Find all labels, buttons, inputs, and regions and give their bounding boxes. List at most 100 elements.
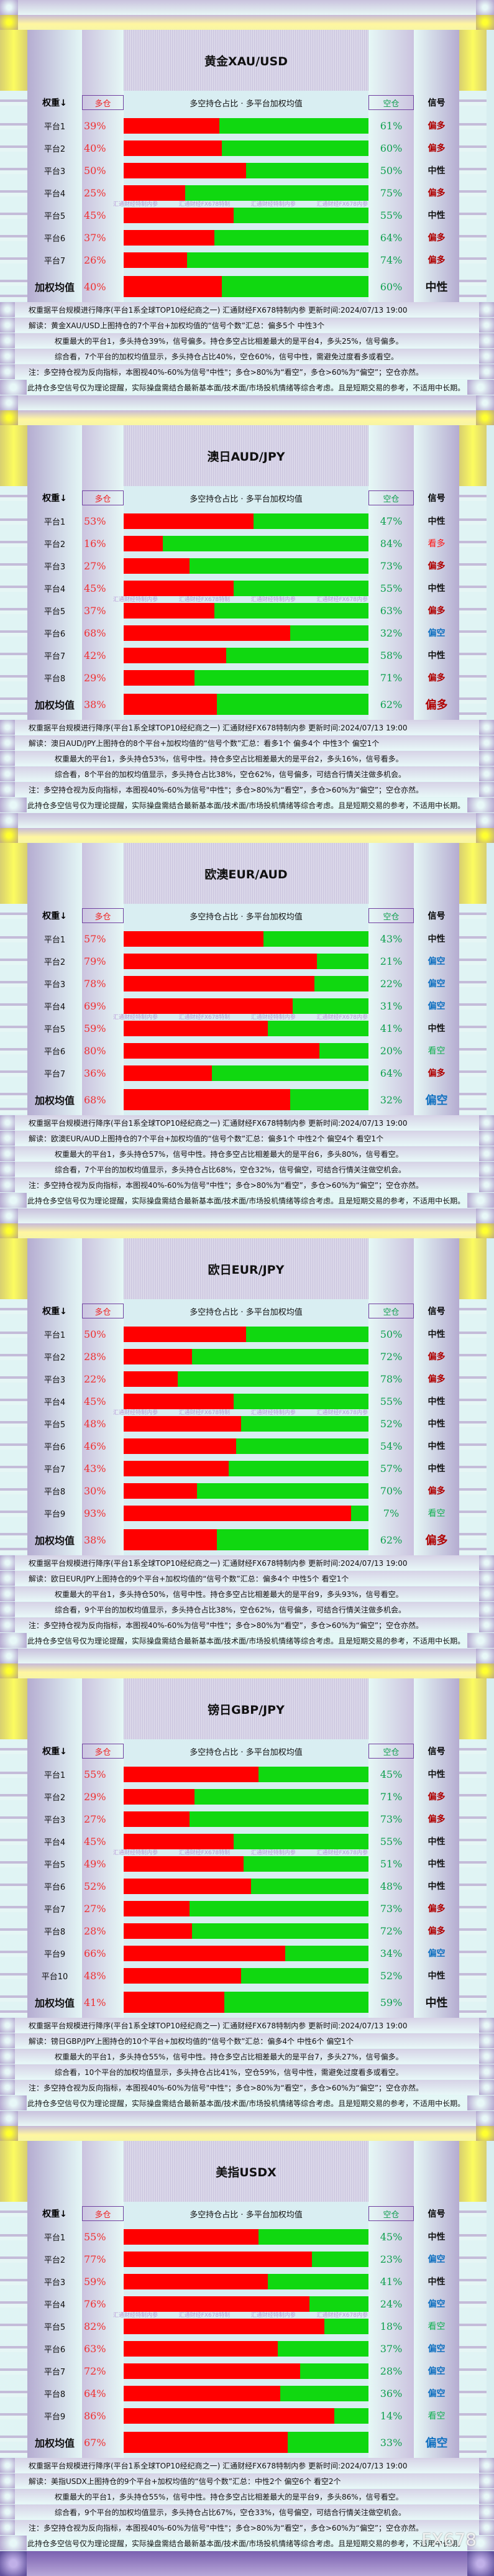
short-percent: 32%: [368, 622, 414, 644]
weight-header[interactable]: 权重↓: [27, 904, 82, 927]
footer-meta: 权重据平台规模进行降序(平台1系全球TOP10经纪商之一) 汇通财经FX678特…: [0, 1115, 494, 1131]
position-bar: 汇通财经特制内参 汇通财经FX678特制 汇通财经特制内参 汇通财经FX678内参: [113, 2312, 368, 2337]
short-bar-segment: [287, 2432, 368, 2453]
side-decoration: [0, 554, 27, 577]
long-header: 多仓: [82, 2206, 124, 2221]
long-bar-segment: [124, 953, 318, 969]
weight-header[interactable]: 权重↓: [27, 1739, 82, 1763]
signal-badge: 偏多: [414, 666, 459, 689]
footer-disclaimer: 此持仓多空信号仅为理论提醒，实际操盘需结合最新基本面/技术面/市场投机情绪等综合…: [0, 798, 494, 813]
footer-disclaimer: 此持仓多空信号仅为理论提醒，实际操盘需结合最新基本面/技术面/市场投机情绪等综合…: [0, 2536, 494, 2551]
short-percent: 59%: [368, 1987, 414, 2018]
side-decoration: [0, 204, 27, 226]
signal-badge: 偏空: [414, 1942, 459, 1964]
side-decoration: [0, 1964, 27, 1987]
signal-column-bg: [414, 425, 459, 486]
side-decoration: [459, 599, 487, 622]
side-decoration: [459, 1345, 487, 1368]
short-percent: 47%: [368, 510, 414, 532]
long-percent: 66%: [82, 1942, 124, 1964]
short-percent: 74%: [368, 249, 414, 271]
weight-column-bg: [27, 30, 82, 91]
footer-note: 注：多空持仓视为反向指标，本图视40%-60%为信号"中性"；多仓>80%为“看…: [0, 782, 494, 798]
signal-badge: 偏多: [414, 554, 459, 577]
side-decoration: [459, 1084, 487, 1115]
long-header: 多仓: [82, 1744, 124, 1759]
long-percent: 57%: [82, 927, 124, 950]
side-decoration: [0, 1084, 27, 1115]
position-bar: [124, 1435, 368, 1457]
side-decoration: [459, 622, 487, 644]
watermark-text: 汇通财经特制内参: [113, 1850, 158, 1856]
short-percent: 58%: [368, 644, 414, 666]
side-decoration: [459, 249, 487, 271]
signal-badge: 偏多: [414, 1920, 459, 1942]
short-bar-segment: [334, 2408, 368, 2424]
side-decoration: [459, 1039, 487, 1062]
watermark-text: 汇通财经特制内参: [250, 597, 296, 603]
position-bar: [124, 1830, 368, 1852]
long-bar-segment: [124, 975, 315, 991]
weight-header[interactable]: 权重↓: [27, 2202, 82, 2225]
short-bar-segment: [309, 2296, 368, 2312]
signal-badge: 偏空: [414, 622, 459, 644]
side-decoration: [459, 2293, 487, 2315]
signal-badge: 偏多: [414, 1479, 459, 1502]
weighted-average-label: 加权均值: [27, 689, 82, 720]
watermark-text: 汇通财经特制内参: [113, 1014, 158, 1021]
side-decoration: [0, 159, 27, 182]
side-decoration: [0, 1412, 27, 1435]
position-bar: [124, 1345, 368, 1368]
platform-label: 平台4: [27, 995, 82, 1017]
side-decoration: [459, 689, 487, 720]
long-bar-segment: [124, 1856, 244, 1872]
weight-header[interactable]: 权重↓: [27, 91, 82, 114]
corner-tile: [476, 15, 494, 30]
side-decoration: [459, 1897, 487, 1920]
long-percent: 52%: [82, 1875, 124, 1897]
short-bar-segment: [324, 2318, 368, 2334]
side-decoration: [459, 1299, 487, 1323]
signal-column-bg: [414, 843, 459, 904]
long-bar-segment: [124, 140, 222, 156]
signal-badge: 中性: [414, 1852, 459, 1875]
short-percent: 78%: [368, 1368, 414, 1390]
weight-header[interactable]: 权重↓: [27, 486, 82, 510]
long-bar-segment: [124, 1371, 178, 1387]
long-bar-segment: [124, 1967, 242, 1984]
short-percent: 36%: [368, 2382, 414, 2404]
short-bar-segment: [246, 162, 368, 178]
long-percent: 29%: [82, 1785, 124, 1808]
position-bar: [124, 1390, 368, 1412]
side-decoration: [459, 1942, 487, 1964]
side-decoration: [459, 995, 487, 1017]
side-decoration: [0, 510, 27, 532]
top-band: [0, 813, 494, 828]
signal-badge: 看空: [414, 1502, 459, 1524]
corner-tile: [0, 828, 18, 843]
short-bar-segment: [253, 513, 368, 529]
short-column-bg: [368, 425, 414, 486]
position-bar: [124, 137, 368, 159]
footer-note: 注：多空持仓视为反向指标，本图视40%-60%为信号"中性"；多仓>80%为“看…: [0, 2520, 494, 2536]
ratio-header: 多空持仓占比 · 多平台加权均值: [124, 904, 368, 927]
footer-summary: 解读：澳日AUD/JPY上图持仓的8个平台+加权均值的“信号个数”汇总：看多1个…: [0, 735, 494, 751]
weight-header[interactable]: 权重↓: [27, 1299, 82, 1323]
long-percent: 59%: [82, 2270, 124, 2293]
weighted-average-label: 加权均值: [27, 2427, 82, 2458]
short-percent: 31%: [368, 995, 414, 1017]
side-decoration: [0, 1678, 27, 1739]
corner-tile: [0, 1663, 18, 1678]
short-bar-segment: [241, 1415, 368, 1432]
watermark-text: 汇通财经FX678特制: [178, 1410, 231, 1416]
short-percent: 60%: [368, 137, 414, 159]
watermark-text: 汇通财经FX678特制: [178, 2312, 231, 2319]
long-percent: 39%: [82, 114, 124, 137]
short-percent: 61%: [368, 114, 414, 137]
platform-label: 平台7: [27, 1897, 82, 1920]
footer-overall: 综合看，7个平台的加权均值显示，多头持仓占比68%，空仓32%，信号偏空，可结合…: [0, 1162, 494, 1177]
side-decoration: [459, 1678, 487, 1739]
side-decoration: [0, 1920, 27, 1942]
side-decoration: [0, 1039, 27, 1062]
platform-label: 平台5: [27, 204, 82, 226]
